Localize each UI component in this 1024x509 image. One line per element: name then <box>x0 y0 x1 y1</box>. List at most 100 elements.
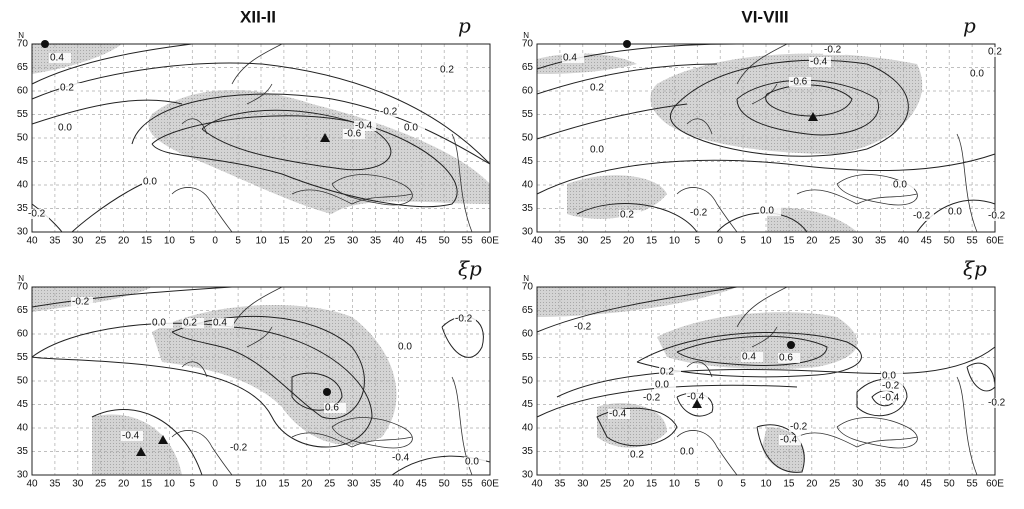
contour-label: 0.2 <box>988 47 1002 58</box>
lon-tick-label: 40 <box>26 236 38 247</box>
lon-tick-label: 30 <box>577 236 589 247</box>
contour-label: -0.2 <box>988 398 1006 409</box>
shaded-region <box>32 44 122 74</box>
lon-tick-label: 20 <box>623 479 635 490</box>
contour-label-bg <box>823 45 845 55</box>
marker-circle <box>623 40 631 48</box>
lon-tick-label: 5 <box>235 479 241 490</box>
contour-label: -0.6 <box>344 129 362 140</box>
marker-triangle <box>808 112 818 121</box>
contour-line <box>536 384 798 418</box>
contour-label: -0.2 <box>643 393 661 404</box>
marker-triangle <box>136 447 146 456</box>
contour-label: 0.0 <box>465 457 479 468</box>
contour-label: 0.0 <box>882 371 896 382</box>
contour-label: -0.4 <box>122 431 140 442</box>
contour-label-bg <box>397 342 419 352</box>
lon-tick-label: 40 <box>898 236 910 247</box>
contour-label-bg <box>454 314 476 324</box>
lat-tick-label: 55 <box>522 109 534 120</box>
lon-tick-label: 15 <box>783 479 795 490</box>
contour-line <box>856 378 908 417</box>
contour-label-bg <box>881 371 903 381</box>
contour-line <box>31 99 183 125</box>
lon-tick-label: 20 <box>623 236 635 247</box>
lon-tick-label: 35 <box>554 236 566 247</box>
contour-label-bg <box>151 318 173 328</box>
lon-tick-label: 25 <box>600 479 612 490</box>
contour-line <box>31 322 373 448</box>
contour-label-bg <box>212 318 234 328</box>
lon-tick-label: 30 <box>577 479 589 490</box>
contour-label-bg <box>969 69 991 79</box>
coastline <box>836 417 918 449</box>
column-title: XII-II <box>240 7 276 26</box>
lon-tick-label: 10 <box>255 236 267 247</box>
lon-tick-label: 30 <box>852 479 864 490</box>
coastline <box>331 417 413 449</box>
lon-tick-label: 55 <box>967 236 979 247</box>
marker-circle <box>323 388 331 396</box>
contour-label-bg <box>679 447 701 457</box>
contour-label: 0.0 <box>58 123 72 134</box>
contour-label-bg <box>779 435 801 445</box>
contour-label: 0.6 <box>325 403 339 414</box>
lon-tick-label: 60E <box>986 479 1004 490</box>
shaded-region <box>657 312 858 369</box>
lat-tick-label: 50 <box>522 133 534 144</box>
lat-tick-label: 45 <box>522 399 534 410</box>
lon-tick-label: 20 <box>301 236 313 247</box>
contour-label: -0.4 <box>355 121 373 132</box>
contour-label-bg <box>403 123 425 133</box>
lat-tick-label: 40 <box>522 423 534 434</box>
lon-tick-label: 20 <box>118 236 130 247</box>
contour-label: 0.0 <box>404 123 418 134</box>
contour-label-bg <box>608 409 630 419</box>
contour-label: -0.2 <box>690 208 708 219</box>
contour-label-bg <box>892 180 914 190</box>
contour-label: -0.4 <box>392 453 410 464</box>
lat-tick-label: 40 <box>17 180 29 191</box>
lat-tick-label: 45 <box>17 156 29 167</box>
lon-tick-label: 40 <box>531 479 543 490</box>
coastline <box>181 118 208 135</box>
contour-label: 0.0 <box>143 177 157 188</box>
contour-label-bg <box>689 208 711 218</box>
marker-triangle <box>320 133 330 142</box>
lon-tick-label: 50 <box>439 236 451 247</box>
lat-tick-label: 45 <box>522 156 534 167</box>
lon-tick-label: 45 <box>921 236 933 247</box>
contour-label-bg <box>629 450 651 460</box>
lon-tick-label: 60E <box>481 479 499 490</box>
lon-tick-label: 25 <box>324 479 336 490</box>
lon-tick-label: 40 <box>898 479 910 490</box>
contour-label-bg <box>589 83 611 93</box>
lat-tick-label: 70 <box>522 39 534 50</box>
contour-line <box>171 315 365 419</box>
contour-line <box>131 93 491 165</box>
contour-label: -0.6 <box>790 77 808 88</box>
coastline <box>171 187 233 233</box>
column-title: VI-VIII <box>741 7 788 26</box>
lon-tick-label: 35 <box>49 236 61 247</box>
lon-tick-label: 45 <box>921 479 933 490</box>
lat-tick-label: 30 <box>17 227 29 238</box>
lon-tick-label: 5 <box>190 236 196 247</box>
marker-circle <box>787 341 795 349</box>
coastline <box>171 430 233 476</box>
lat-tick-label: 65 <box>522 305 534 316</box>
coastline <box>956 133 978 233</box>
coastline <box>246 326 273 348</box>
contour-label: -0.2 <box>988 211 1006 222</box>
contour-label-bg <box>27 209 49 219</box>
lon-tick-label: 20 <box>806 236 818 247</box>
contour-label-bg <box>654 380 676 390</box>
lat-tick-label: 65 <box>17 62 29 73</box>
contour-label-bg <box>354 121 376 131</box>
lon-tick-label: 50 <box>439 479 451 490</box>
lon-tick-label: 60E <box>986 236 1004 247</box>
lat-tick-label: 60 <box>17 329 29 340</box>
lat-tick-label: 55 <box>522 352 534 363</box>
lon-tick-label: 25 <box>600 236 612 247</box>
lon-tick-label: 10 <box>164 479 176 490</box>
